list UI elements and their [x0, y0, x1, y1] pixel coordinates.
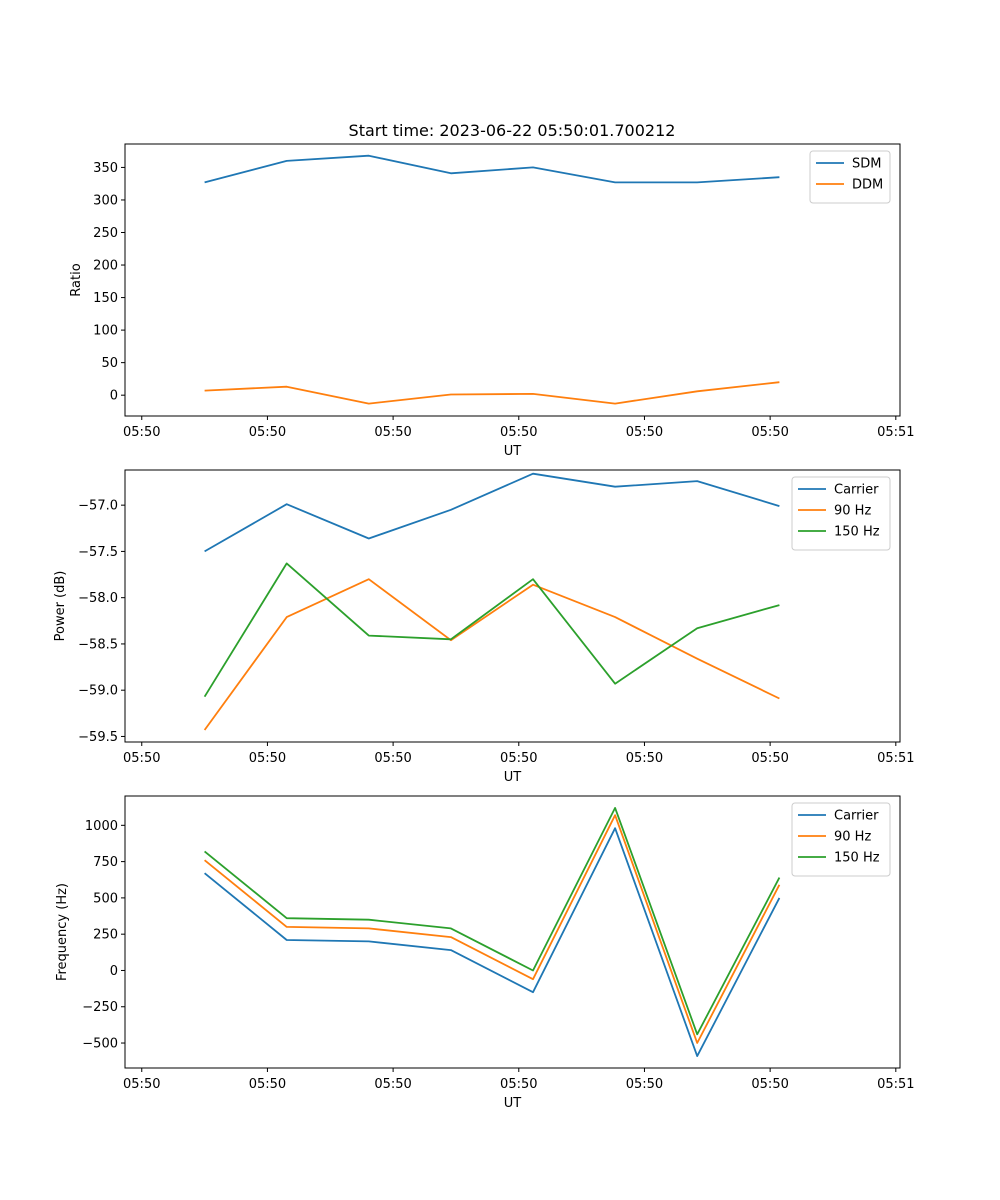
figure-title: Start time: 2023-06-22 05:50:01.700212 — [349, 121, 676, 140]
legend-label: 150 Hz — [834, 851, 880, 866]
legend-label: 90 Hz — [834, 830, 871, 845]
y-tick-label: 50 — [101, 356, 118, 371]
x-tick-label: 05:50 — [249, 751, 286, 766]
chart-panels: 05:50 05:50 05:50 05:50 05:50 05:50 05:51 0 50 10… — [53, 143, 915, 1111]
legend-box — [809, 150, 891, 204]
legend: Carrier 90 Hz 150 Hz — [791, 476, 891, 551]
y-tick-label: −57.0 — [78, 499, 118, 514]
series-line-150-hz — [203, 562, 780, 698]
y-tick-label: −250 — [82, 1000, 118, 1015]
y-tick-label: 0 — [110, 964, 118, 979]
series-line-carrier — [204, 827, 781, 1057]
legend: Carrier 90 Hz 150 Hz — [791, 802, 891, 877]
chart-panel-2: 05:50 05:50 05:50 05:50 05:50 05:50 05:51 −59.5… — [53, 469, 915, 785]
y-axis-label: Ratio — [69, 263, 84, 296]
y-tick-label: −59.5 — [78, 730, 118, 745]
legend-label: DDM — [852, 178, 883, 193]
y-tick-label: 100 — [93, 324, 118, 339]
y-tick-label: −59.0 — [78, 684, 118, 699]
y-tick-label: 300 — [93, 193, 118, 208]
y-tick-label: 250 — [93, 928, 118, 943]
x-tick-label: 05:50 — [374, 425, 411, 440]
axes-frame — [124, 469, 901, 743]
x-tick-label: 05:51 — [877, 425, 914, 440]
x-tick-label: 05:50 — [500, 751, 537, 766]
x-tick-label: 05:50 — [751, 1077, 788, 1092]
x-tick-label: 05:50 — [500, 425, 537, 440]
x-tick-label: 05:50 — [249, 1077, 286, 1092]
x-tick-label: 05:50 — [374, 751, 411, 766]
y-tick-label: −58.0 — [78, 591, 118, 606]
x-axis-label: UT — [504, 1096, 522, 1111]
y-tick-label: −500 — [82, 1037, 118, 1052]
x-tick-label: 05:50 — [123, 425, 160, 440]
series-line-ddm — [204, 381, 780, 405]
x-tick-label: 05:50 — [500, 1077, 537, 1092]
y-tick-label: 250 — [93, 226, 118, 241]
x-axis-label: UT — [504, 444, 522, 459]
series-line-90-hz — [203, 578, 780, 731]
x-tick-label: 05:50 — [626, 751, 663, 766]
series-line-carrier — [204, 472, 780, 553]
y-axis-label: Frequency (Hz) — [55, 883, 70, 981]
x-tick-label: 05:51 — [877, 1077, 914, 1092]
x-tick-label: 05:50 — [249, 425, 286, 440]
x-tick-label: 05:50 — [751, 751, 788, 766]
x-tick-label: 05:50 — [374, 1077, 411, 1092]
y-tick-label: 200 — [93, 259, 118, 274]
x-tick-label: 05:50 — [626, 425, 663, 440]
axes-frame — [124, 795, 901, 1069]
axes-frame — [124, 143, 901, 417]
legend-label: Carrier — [834, 809, 879, 824]
series-line-sdm — [204, 154, 780, 184]
legend-label: 150 Hz — [834, 525, 880, 540]
y-tick-label: −57.5 — [78, 545, 118, 560]
chart-panel-3: 05:50 05:50 05:50 05:50 05:50 05:50 05:51 −500 −… — [55, 795, 915, 1111]
x-tick-label: 05:50 — [123, 751, 160, 766]
y-tick-label: 500 — [93, 891, 118, 906]
y-tick-label: −58.5 — [78, 637, 118, 652]
series-line-150-hz — [204, 807, 781, 1036]
x-tick-label: 05:50 — [626, 1077, 663, 1092]
legend-label: SDM — [852, 157, 881, 172]
y-tick-label: 150 — [93, 291, 118, 306]
chart-panel-1: 05:50 05:50 05:50 05:50 05:50 05:50 05:51 0 50 10… — [69, 143, 915, 459]
legend-label: 90 Hz — [834, 504, 871, 519]
y-tick-label: 0 — [110, 389, 118, 404]
y-tick-label: 350 — [93, 161, 118, 176]
x-axis-label: UT — [504, 770, 522, 785]
x-tick-label: 05:50 — [123, 1077, 160, 1092]
y-axis-label: Power (dB) — [53, 571, 68, 642]
x-tick-label: 05:50 — [751, 425, 788, 440]
y-tick-label: 750 — [93, 855, 118, 870]
legend-label: Carrier — [834, 483, 879, 498]
y-tick-label: 1000 — [85, 819, 118, 834]
series-line-90-hz — [204, 814, 781, 1044]
legend: SDM DDM — [809, 150, 891, 204]
x-tick-label: 05:51 — [877, 751, 914, 766]
